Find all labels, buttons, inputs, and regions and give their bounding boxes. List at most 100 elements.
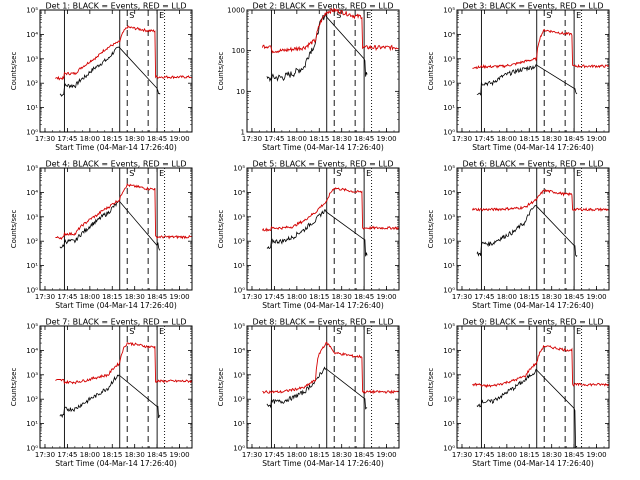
x-axis-label: Start Time (04-Mar-14 17:26:40): [262, 143, 384, 152]
x-tick-label: 19:00: [169, 293, 189, 301]
y-tick-label: 10¹: [26, 420, 38, 428]
panel-title: Det 3: BLACK = Events, RED = LLD: [463, 2, 604, 11]
y-tick-label: 10⁴: [26, 189, 38, 197]
y-axis-label: Counts/sec: [10, 210, 18, 249]
plot-frame: [456, 325, 610, 449]
y-tick-label: 10⁵: [26, 7, 38, 15]
series-events-line: [266, 13, 368, 83]
y-tick-label: 10⁵: [443, 323, 455, 331]
y-axis-label: Counts/sec: [217, 52, 225, 91]
marker-letter-e: E: [576, 11, 581, 20]
x-tick-label: 18:00: [80, 293, 100, 301]
y-axis-label: Counts/sec: [10, 52, 18, 91]
x-axis-label: Start Time (04-Mar-14 17:26:40): [262, 459, 384, 468]
y-axis-label: Counts/sec: [427, 52, 435, 91]
y-tick-label: 10⁴: [26, 31, 38, 39]
x-tick-label: 17:45: [474, 135, 494, 143]
marker-letter-e: E: [366, 169, 371, 178]
marker-letter-e: E: [576, 169, 581, 178]
x-tick-label: 18:00: [287, 135, 307, 143]
x-tick-label: 19:00: [586, 293, 606, 301]
panel-title: Det 2: BLACK = Events, RED = LLD: [253, 2, 394, 11]
x-axis-label: Start Time (04-Mar-14 17:26:40): [55, 143, 177, 152]
x-tick-label: 18:15: [309, 135, 329, 143]
x-axis-label: Start Time (04-Mar-14 17:26:40): [55, 459, 177, 468]
y-tick-label: 10⁵: [26, 165, 38, 173]
series-events-line: [59, 374, 161, 419]
marker-letter-s: S: [336, 169, 341, 178]
x-tick-label: 18:45: [147, 135, 167, 143]
y-tick-label: 10³: [443, 55, 455, 63]
y-tick-label: 10⁰: [26, 287, 38, 295]
y-tick-label: 10²: [26, 80, 38, 88]
y-axis-label: Counts/sec: [217, 368, 225, 407]
series-lld-line: [472, 28, 609, 70]
y-tick-label: 10¹: [443, 420, 455, 428]
x-tick-label: 17:45: [264, 451, 284, 459]
panel-det-8: Det 8: BLACK = Events, RED = LLD 10⁰ 10¹ 10…: [217, 318, 400, 468]
y-tick-label: 10⁴: [443, 31, 455, 39]
x-tick-label: 18:45: [354, 293, 374, 301]
y-tick-label: 10⁰: [26, 129, 38, 137]
x-tick-label: 18:45: [147, 451, 167, 459]
x-tick-label: 18:30: [332, 135, 352, 143]
x-tick-label: 18:00: [287, 293, 307, 301]
marker-letter-e: E: [159, 11, 164, 20]
x-axis-label: Start Time (04-Mar-14 17:26:40): [472, 459, 594, 468]
y-tick-label: 10²: [233, 396, 245, 404]
x-tick-label: 18:30: [332, 451, 352, 459]
plot-frame: [456, 9, 610, 133]
y-tick-label: 10⁰: [443, 287, 455, 295]
x-tick-label: 18:15: [102, 451, 122, 459]
marker-letter-s: S: [336, 11, 341, 20]
y-tick-label: 10⁵: [443, 165, 455, 173]
marker-letter-s: S: [546, 169, 551, 178]
panel-title: Det 9: BLACK = Events, RED = LLD: [463, 318, 604, 327]
y-tick-label: 10⁰: [233, 445, 245, 453]
y-tick-label: 10³: [26, 213, 38, 221]
x-tick-label: 17:45: [57, 451, 77, 459]
series-events-line: [59, 46, 161, 97]
series-lld-line: [262, 187, 399, 233]
x-tick-label: 17:30: [242, 451, 262, 459]
x-tick-label: 18:00: [80, 135, 100, 143]
y-tick-label: 10³: [26, 371, 38, 379]
x-axis-label: Start Time (04-Mar-14 17:26:40): [472, 301, 594, 310]
x-axis-label: Start Time (04-Mar-14 17:26:40): [55, 301, 177, 310]
y-tick-label: 10¹: [26, 104, 38, 112]
x-tick-label: 17:45: [57, 293, 77, 301]
y-tick-label: 10⁰: [233, 287, 245, 295]
y-tick-label: 10³: [233, 213, 245, 221]
y-tick-label: 1: [241, 129, 245, 137]
x-tick-label: 18:45: [564, 293, 584, 301]
series-lld-line: [55, 24, 192, 81]
plot-frame: [456, 167, 610, 291]
x-tick-label: 17:45: [474, 451, 494, 459]
x-tick-label: 17:45: [57, 135, 77, 143]
x-tick-label: 18:45: [354, 135, 374, 143]
panel-det-3: Det 3: BLACK = Events, RED = LLD 10⁰ 10¹ 10…: [427, 2, 610, 152]
y-tick-label: 10²: [26, 396, 38, 404]
y-tick-label: 10⁰: [26, 445, 38, 453]
panel-det-7: Det 7: BLACK = Events, RED = LLD 10⁰ 10¹ 10…: [10, 318, 193, 468]
x-tick-label: 17:30: [452, 135, 472, 143]
y-tick-label: 10⁵: [233, 323, 245, 331]
x-tick-label: 17:30: [35, 451, 55, 459]
y-tick-label: 100: [232, 47, 245, 55]
x-tick-label: 17:30: [452, 293, 472, 301]
y-tick-label: 10⁴: [443, 189, 455, 197]
x-tick-label: 18:30: [332, 293, 352, 301]
marker-letter-s: S: [546, 11, 551, 20]
x-tick-label: 19:00: [169, 451, 189, 459]
x-tick-label: 18:45: [564, 135, 584, 143]
y-tick-label: 10¹: [443, 104, 455, 112]
x-axis-label: Start Time (04-Mar-14 17:26:40): [472, 143, 594, 152]
x-tick-label: 19:00: [376, 135, 396, 143]
plot-frame: [246, 9, 400, 133]
x-tick-label: 18:30: [125, 293, 145, 301]
panel-title: Det 8: BLACK = Events, RED = LLD: [253, 318, 394, 327]
marker-letter-e: E: [366, 327, 371, 336]
x-tick-label: 17:30: [452, 451, 472, 459]
x-tick-label: 18:15: [309, 293, 329, 301]
marker-letter-s: S: [546, 327, 551, 336]
